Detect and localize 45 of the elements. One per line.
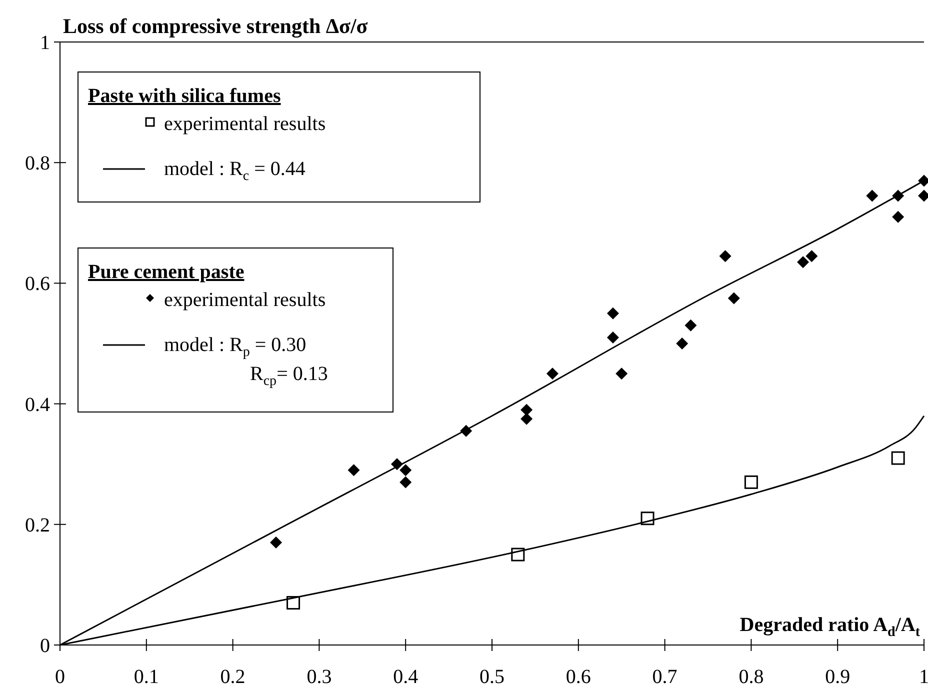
x-axis-title: Degraded ratio A$_{d}$/A$_{t}$ bbox=[740, 614, 920, 640]
legend-label: model : R$_{c}$ = 0.44 bbox=[164, 158, 306, 184]
point bbox=[606, 307, 619, 320]
x-tick-label: 0 bbox=[55, 666, 65, 688]
annotation: Pure cement paste bbox=[88, 261, 244, 283]
point bbox=[891, 451, 905, 465]
x-tick-label: 0.1 bbox=[134, 666, 159, 688]
point bbox=[797, 256, 810, 268]
x-tick-label: 0.8 bbox=[738, 666, 764, 688]
x-tick-label: 0.4 bbox=[393, 666, 418, 688]
annotation: Paste with silica fumes bbox=[88, 85, 281, 107]
y-tick-label: 0 bbox=[40, 635, 50, 657]
point bbox=[676, 338, 688, 350]
point bbox=[400, 464, 412, 476]
point bbox=[400, 476, 412, 488]
y-tick-label: 0.4 bbox=[25, 394, 50, 416]
x-tick-label: 0.3 bbox=[306, 666, 332, 688]
x-tick-label: 0.9 bbox=[825, 666, 850, 688]
point bbox=[348, 464, 360, 476]
y-tick-label: 0.2 bbox=[25, 514, 50, 536]
point bbox=[616, 368, 628, 380]
x-tick-label: 1 bbox=[919, 666, 928, 688]
x-tick-label: 0.7 bbox=[652, 666, 678, 688]
point bbox=[806, 250, 818, 262]
point bbox=[270, 536, 282, 548]
point bbox=[606, 331, 619, 344]
point bbox=[892, 210, 904, 223]
y-axis-title: Loss of compressive strength Δσ/σ bbox=[63, 14, 368, 38]
legend-label: model : R$_{p}$ = 0.30 R$_{cp}$= 0.13 bbox=[164, 334, 328, 389]
x-tick-label: 0.5 bbox=[480, 666, 504, 688]
legend-label: experimental results bbox=[164, 113, 326, 135]
x-tick-label: 0.6 bbox=[566, 666, 591, 688]
point bbox=[684, 319, 697, 332]
y-tick-label: 1 bbox=[40, 32, 50, 54]
point bbox=[520, 404, 533, 416]
point bbox=[520, 412, 533, 425]
y-tick-label: 0.8 bbox=[25, 152, 50, 175]
y-tick-label: 0.6 bbox=[25, 273, 50, 296]
point bbox=[546, 368, 558, 380]
point bbox=[728, 292, 740, 304]
point bbox=[744, 475, 758, 489]
legend-label: experimental results bbox=[164, 289, 326, 311]
point bbox=[719, 250, 732, 262]
x-tick-label: 0.2 bbox=[220, 666, 246, 688]
point bbox=[866, 190, 878, 202]
